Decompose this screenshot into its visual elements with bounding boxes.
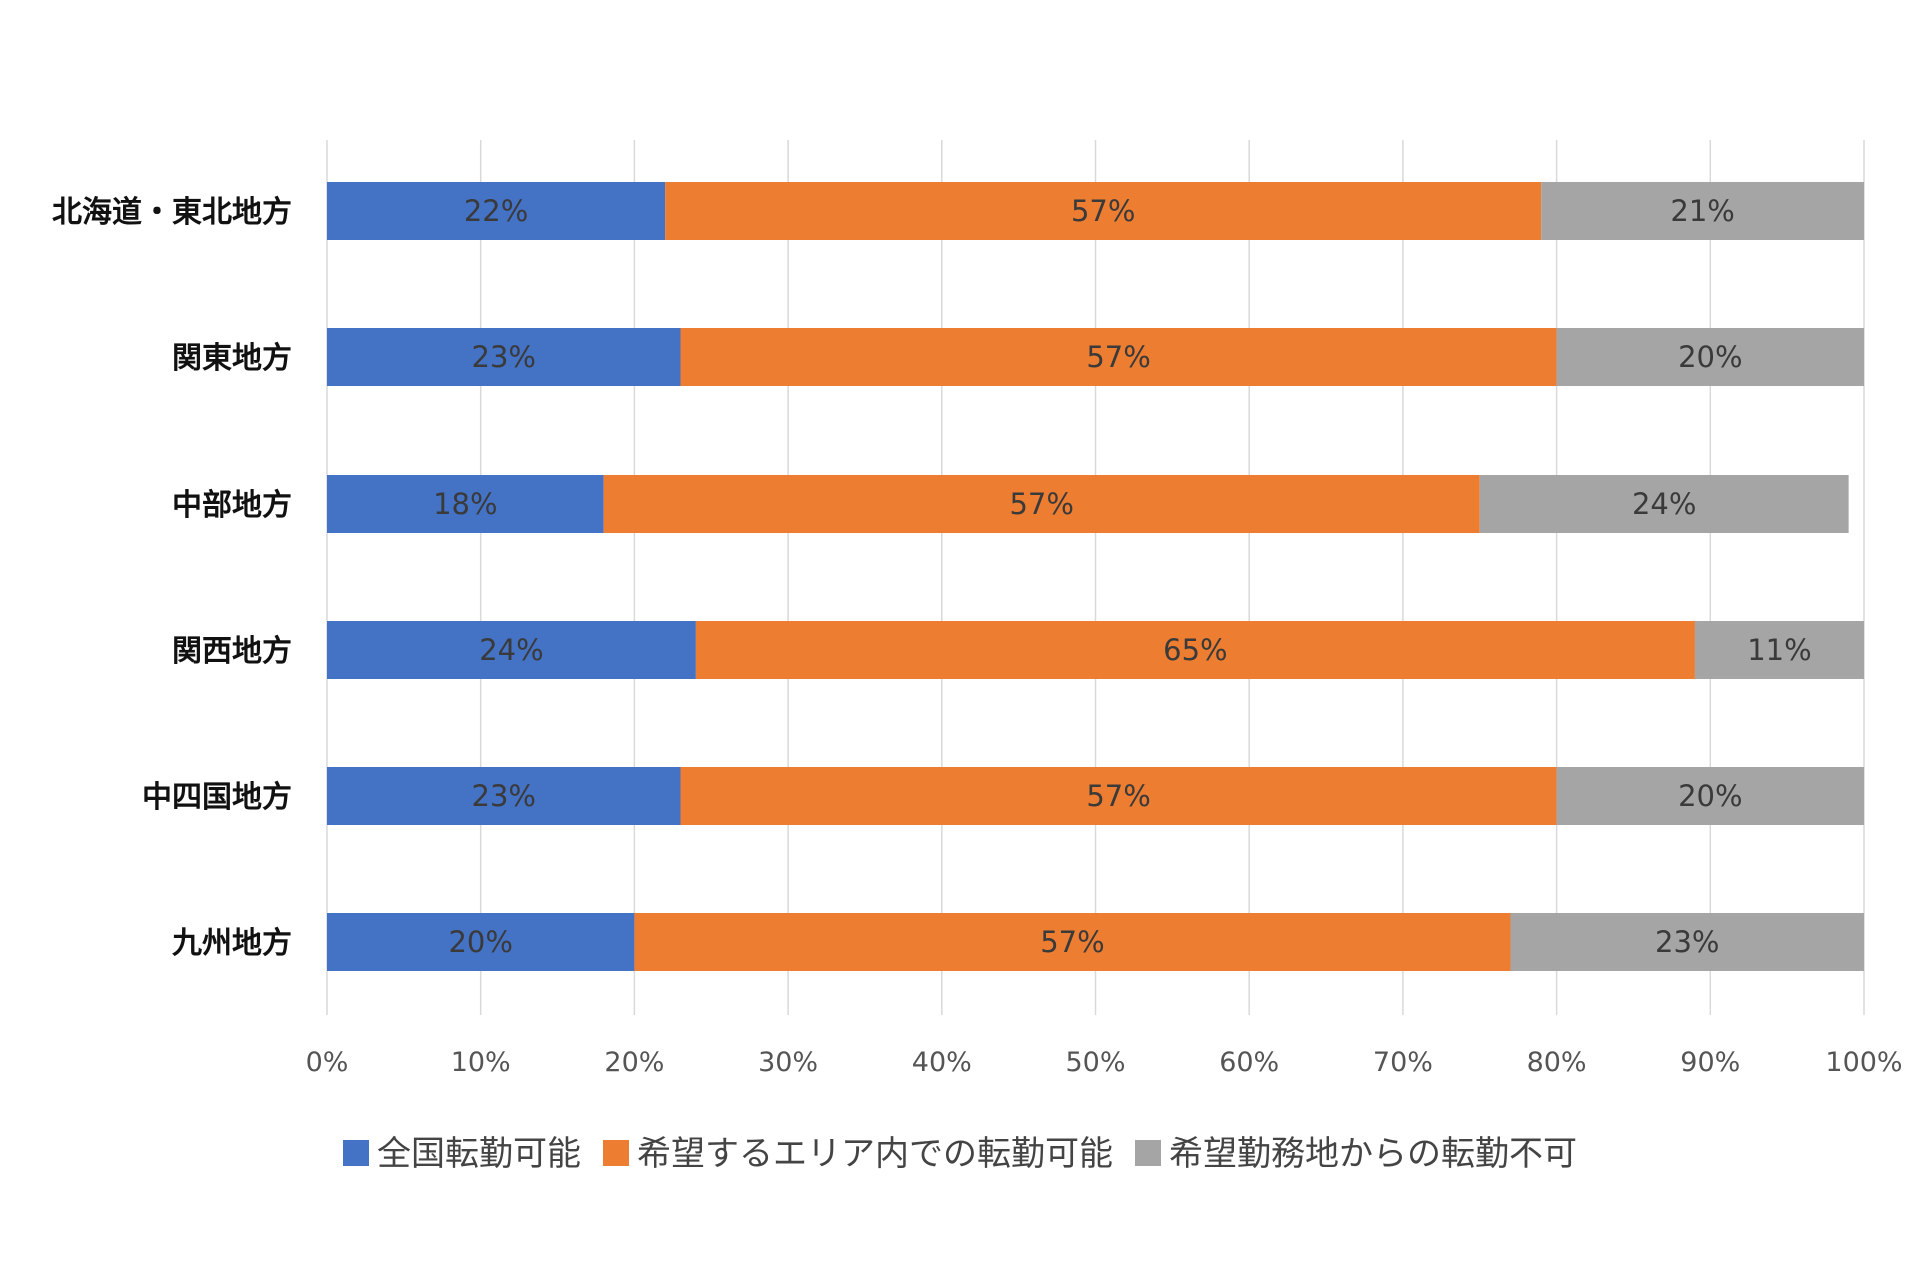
- x-tick-label: 20%: [604, 1047, 664, 1078]
- data-label: 24%: [1632, 487, 1696, 521]
- x-tick-label: 30%: [758, 1047, 818, 1078]
- bar-segment: [680, 328, 1557, 386]
- data-label: 20%: [448, 925, 512, 959]
- legend-label: 全国転勤可能: [377, 1134, 581, 1174]
- x-tick-label: 10%: [451, 1047, 511, 1078]
- data-label: 20%: [1678, 340, 1742, 374]
- data-label: 21%: [1670, 194, 1734, 228]
- bar-segment: [665, 182, 1542, 240]
- bar-segment: [680, 767, 1557, 825]
- data-label: 18%: [433, 487, 497, 521]
- data-label: 57%: [1086, 340, 1150, 374]
- bar-segment: [1556, 767, 1864, 825]
- grid-lines: [326, 140, 1865, 1015]
- data-label: 65%: [1163, 633, 1227, 667]
- bar-segment: [1541, 182, 1864, 240]
- x-tick-label: 80%: [1527, 1047, 1587, 1078]
- bar-segment: [327, 913, 635, 971]
- x-tick-label: 70%: [1373, 1047, 1433, 1078]
- bar-segment: [634, 913, 1511, 971]
- x-tick-label: 90%: [1680, 1047, 1740, 1078]
- data-labels: 22% 57% 21% 23% 57% 20% 18% 57% 24% 24% 65% 11% 23% 5…: [433, 194, 1812, 959]
- legend-label: 希望するエリア内での転勤可能: [637, 1134, 1113, 1174]
- x-tick-label: 0%: [306, 1047, 349, 1078]
- bar-segment: [1479, 475, 1849, 533]
- bar-segment: [327, 328, 681, 386]
- bar-segment: [1556, 328, 1864, 386]
- data-label: 24%: [479, 633, 543, 667]
- bar-segment: [695, 621, 1695, 679]
- legend-swatch: [603, 1140, 629, 1166]
- category-label: 北海道・東北地方: [52, 195, 292, 230]
- category-label: 関西地方: [172, 634, 292, 669]
- data-label: 22%: [464, 194, 528, 228]
- bar-segment: [327, 182, 666, 240]
- legend-swatch: [343, 1140, 369, 1166]
- data-label: 23%: [1655, 925, 1719, 959]
- data-label: 20%: [1678, 779, 1742, 813]
- legend-label: 希望勤務地からの転勤不可: [1169, 1134, 1577, 1174]
- value-axis: 0% 10% 20% 30% 40% 50% 60% 70% 80% 90% 100%: [306, 1047, 1903, 1078]
- data-label: 57%: [1086, 779, 1150, 813]
- x-tick-label: 50%: [1065, 1047, 1125, 1078]
- data-label: 57%: [1071, 194, 1135, 228]
- category-label: 九州地方: [172, 926, 292, 961]
- x-tick-label: 60%: [1219, 1047, 1279, 1078]
- data-label: 57%: [1040, 925, 1104, 959]
- bar-segment: [327, 475, 604, 533]
- bar-segment: [327, 621, 696, 679]
- bar-segment: [1510, 913, 1864, 971]
- bar-segment: [327, 767, 681, 825]
- bar-segment: [1694, 621, 1864, 679]
- category-label: 中部地方: [172, 488, 292, 523]
- data-label: 11%: [1747, 633, 1811, 667]
- x-tick-label: 100%: [1825, 1047, 1902, 1078]
- category-label: 中四国地方: [142, 780, 292, 815]
- category-label: 関東地方: [172, 341, 292, 376]
- data-label: 23%: [472, 779, 536, 813]
- data-label: 23%: [472, 340, 536, 374]
- legend-swatch: [1135, 1140, 1161, 1166]
- bar-segment: [603, 475, 1480, 533]
- data-label: 57%: [1009, 487, 1073, 521]
- bars: [327, 182, 1864, 971]
- x-tick-label: 40%: [912, 1047, 972, 1078]
- legend: 全国転勤可能 希望するエリア内での転勤可能 希望勤務地からの転勤不可: [343, 1134, 1577, 1174]
